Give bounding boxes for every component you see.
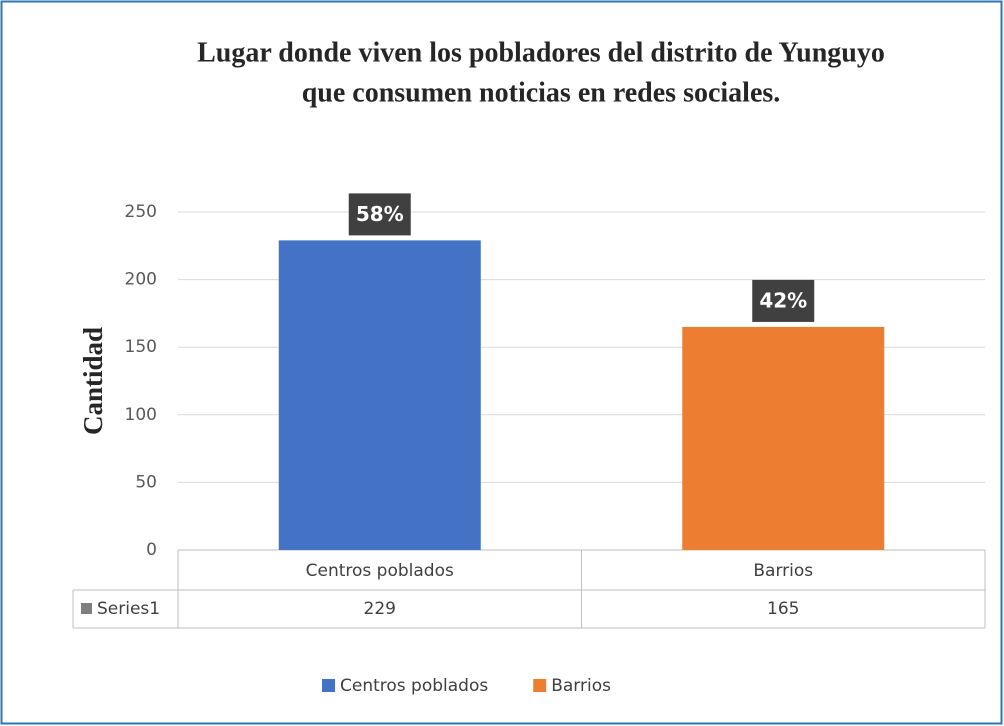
- bar: [278, 240, 481, 550]
- data-label-box: [348, 193, 411, 236]
- y-tick-label: 150: [125, 337, 157, 357]
- data-label: 58%: [356, 202, 404, 226]
- data-label: 42%: [759, 288, 807, 312]
- x-tick-label: Centros poblados: [306, 561, 454, 581]
- chart-title: Lugar donde viven los pobladores del dis…: [197, 37, 885, 68]
- table-value: 165: [767, 599, 799, 619]
- table-value: 229: [364, 599, 396, 619]
- series-name: Series1: [97, 599, 160, 619]
- legend-label: Centros poblados: [340, 676, 488, 696]
- chart-title: que consumen noticias en redes sociales.: [302, 77, 781, 108]
- legend-swatch: [533, 679, 547, 692]
- legend-swatch: [322, 679, 335, 692]
- legend-label: Barrios: [551, 676, 611, 696]
- x-tick-label: Barrios: [753, 561, 813, 581]
- y-tick-label: 50: [135, 472, 157, 492]
- y-tick-label: 200: [125, 270, 157, 290]
- series-key: [81, 603, 92, 614]
- y-tick-label: 250: [125, 202, 157, 222]
- y-axis-label: Cantidad: [78, 327, 108, 435]
- y-tick-label: 0: [146, 540, 157, 560]
- data-label-box: [752, 279, 815, 322]
- y-tick-label: 100: [125, 405, 157, 425]
- bar: [682, 326, 885, 550]
